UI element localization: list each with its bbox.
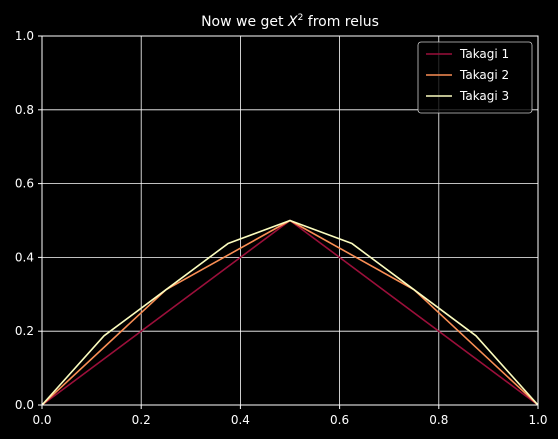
- x-tick-label: 1.0: [528, 413, 547, 427]
- legend-label-3: Takagi 3: [459, 89, 509, 103]
- legend-label-2: Takagi 2: [459, 68, 509, 82]
- y-tick-label: 0.2: [15, 324, 34, 338]
- chart-title: Now we get X2 from relus: [201, 13, 379, 30]
- x-tick-label: 0.0: [32, 413, 51, 427]
- y-tick-label: 0.4: [15, 250, 34, 264]
- legend-label-1: Takagi 1: [459, 47, 509, 61]
- y-tick-label: 0.0: [15, 398, 34, 412]
- y-tick-label: 1.0: [15, 29, 34, 43]
- x-tick-label: 0.6: [330, 413, 349, 427]
- y-tick-label: 0.8: [15, 103, 34, 117]
- x-tick-label: 0.4: [231, 413, 250, 427]
- x-tick-label: 0.8: [429, 413, 448, 427]
- y-tick-label: 0.6: [15, 177, 34, 191]
- legend: Takagi 1 Takagi 2 Takagi 3: [418, 42, 532, 113]
- x-tick-label: 0.2: [132, 413, 151, 427]
